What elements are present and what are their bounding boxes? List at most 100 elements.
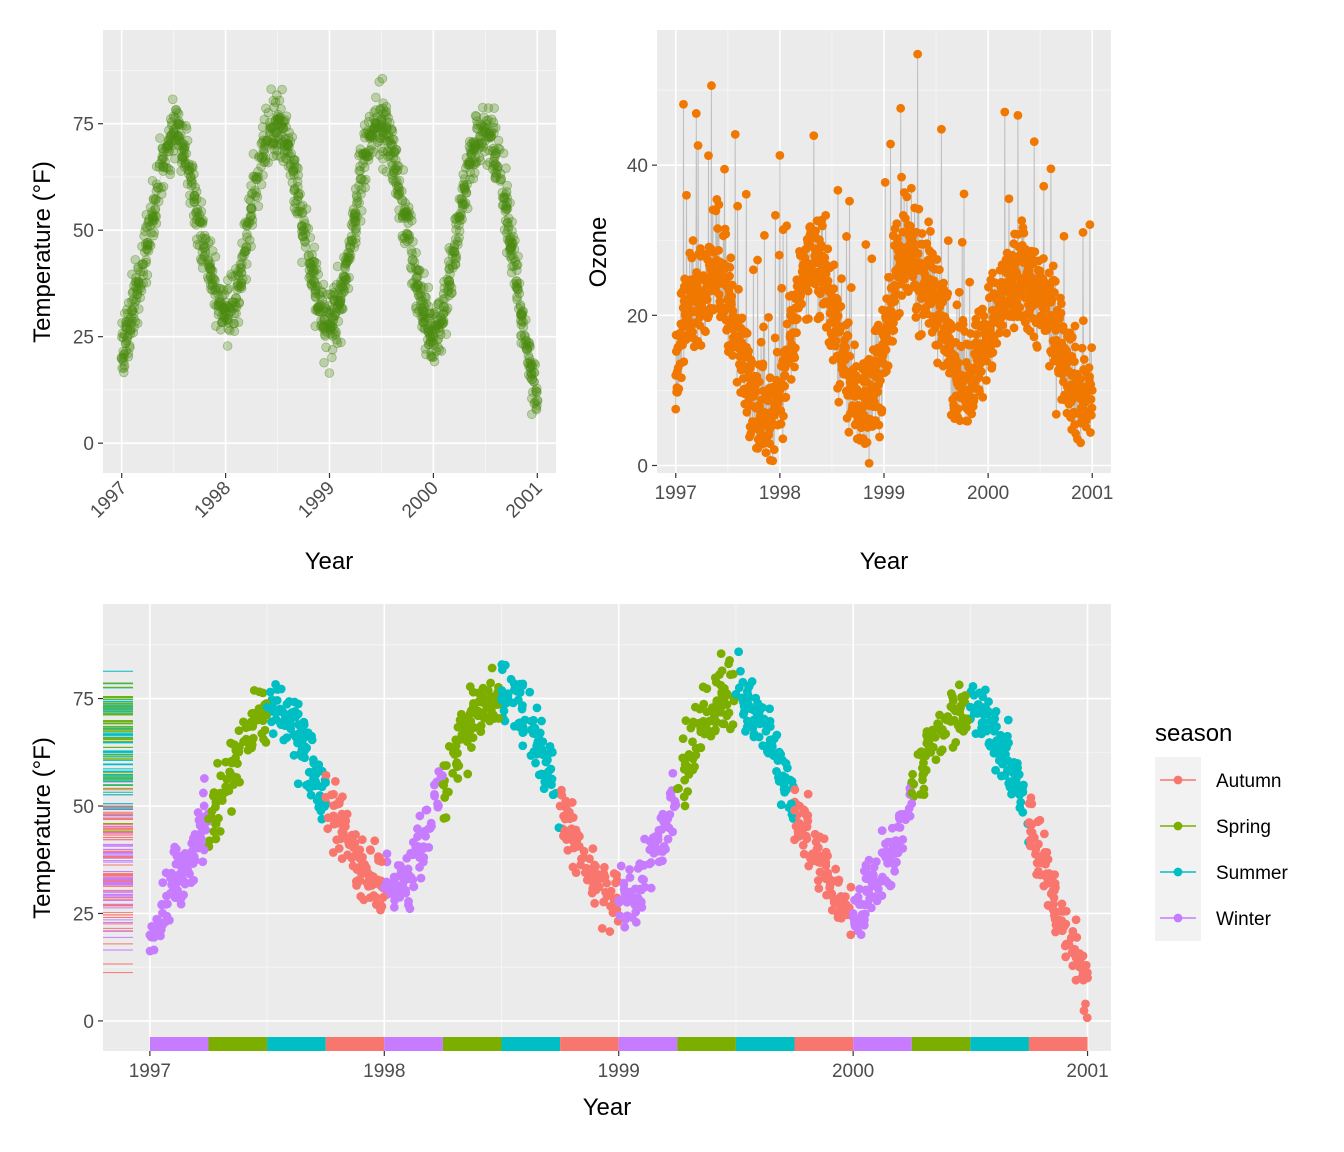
scatter-point [482, 160, 493, 170]
scatter-point [771, 210, 780, 220]
data-point [672, 784, 682, 794]
scatter-point [779, 411, 788, 421]
scatter-point [465, 158, 476, 169]
scatter-point [890, 866, 900, 876]
scatter-point [327, 352, 337, 363]
scatter-point [334, 305, 345, 315]
scatter-point [668, 827, 678, 837]
data-point [739, 348, 748, 358]
scatter-point [312, 305, 322, 315]
scatter-point [451, 253, 462, 263]
scatter-point [548, 790, 558, 800]
data-point [692, 280, 701, 290]
scatter-point [909, 779, 919, 789]
data-point [567, 827, 577, 837]
scatter-point [277, 120, 287, 131]
scatter-point [1015, 303, 1025, 312]
scatter-point [1077, 343, 1087, 353]
scatter-point [443, 281, 453, 292]
scatter-point [232, 281, 242, 291]
scatter-point [436, 346, 447, 356]
scatter-point [164, 135, 174, 146]
data-point [765, 408, 774, 418]
scatter-point [404, 230, 415, 241]
scatter-point [844, 427, 854, 437]
scatter-point [807, 849, 817, 859]
scatter-point [688, 236, 698, 245]
scatter-point [325, 322, 335, 332]
data-point [926, 280, 936, 290]
scatter-point [512, 292, 522, 302]
scatter-point [306, 268, 317, 279]
scatter-point [133, 284, 143, 295]
scatter-point [178, 142, 188, 153]
scatter-point [1000, 107, 1010, 117]
data-point [189, 191, 200, 202]
scatter-point [339, 286, 350, 296]
scatter-point [207, 285, 218, 295]
y-tick-label: 25 [73, 328, 94, 349]
scatter-point [500, 215, 511, 226]
scatter-point [409, 882, 419, 891]
scatter-point [1067, 332, 1077, 342]
scatter-point [292, 208, 303, 219]
scatter-point [133, 278, 144, 288]
scatter-point [1051, 409, 1061, 419]
scatter-point [477, 139, 487, 149]
scatter-point [144, 239, 155, 249]
scatter-point [327, 312, 337, 322]
data-point [511, 276, 522, 287]
scatter-point [158, 166, 169, 176]
x-tick-label: 1998 [759, 483, 801, 504]
scatter-point [937, 124, 946, 134]
scatter-point [207, 274, 217, 285]
scatter-point [421, 292, 431, 303]
scatter-point [798, 840, 808, 850]
scatter-point [310, 305, 321, 315]
scatter-point [439, 306, 450, 316]
scatter-point [491, 171, 501, 182]
scatter-point [151, 194, 161, 205]
scatter-point [376, 143, 387, 154]
scatter-point [464, 159, 474, 170]
scatter-point [1057, 899, 1067, 909]
scatter-point [340, 261, 350, 272]
scatter-point [247, 215, 258, 225]
data-point [1036, 853, 1046, 862]
scatter-point [154, 928, 164, 937]
data-point [579, 853, 588, 862]
scatter-point [143, 246, 154, 256]
scatter-point [222, 341, 233, 351]
scatter-point [793, 314, 802, 324]
y-tick-label: 75 [73, 115, 94, 136]
data-point [199, 242, 210, 253]
legend-key-point [1173, 867, 1183, 877]
scatter-point [529, 715, 538, 725]
scatter-point [176, 157, 187, 168]
scatter-point [160, 156, 171, 167]
scatter-point [354, 875, 363, 885]
scatter-point [350, 210, 360, 220]
scatter-point [170, 153, 180, 164]
scatter-point [917, 329, 926, 339]
scatter-point [679, 99, 688, 109]
scatter-point [742, 328, 752, 338]
scatter-point [412, 307, 423, 318]
season-band [560, 1037, 619, 1051]
scatter-point [407, 215, 417, 226]
scatter-point [490, 167, 500, 178]
scatter-point [458, 179, 469, 190]
scatter-point [466, 743, 476, 752]
data-point [1056, 340, 1066, 350]
scatter-point [611, 878, 620, 888]
scatter-point [331, 326, 341, 337]
scatter-point [283, 139, 294, 149]
scatter-point [311, 292, 321, 303]
scatter-point [419, 829, 428, 839]
scatter-point [471, 157, 482, 167]
data-point [116, 352, 127, 364]
scatter-point [237, 252, 247, 263]
scatter-point [195, 254, 206, 264]
scatter-point [244, 218, 254, 229]
scatter-point [721, 229, 731, 239]
